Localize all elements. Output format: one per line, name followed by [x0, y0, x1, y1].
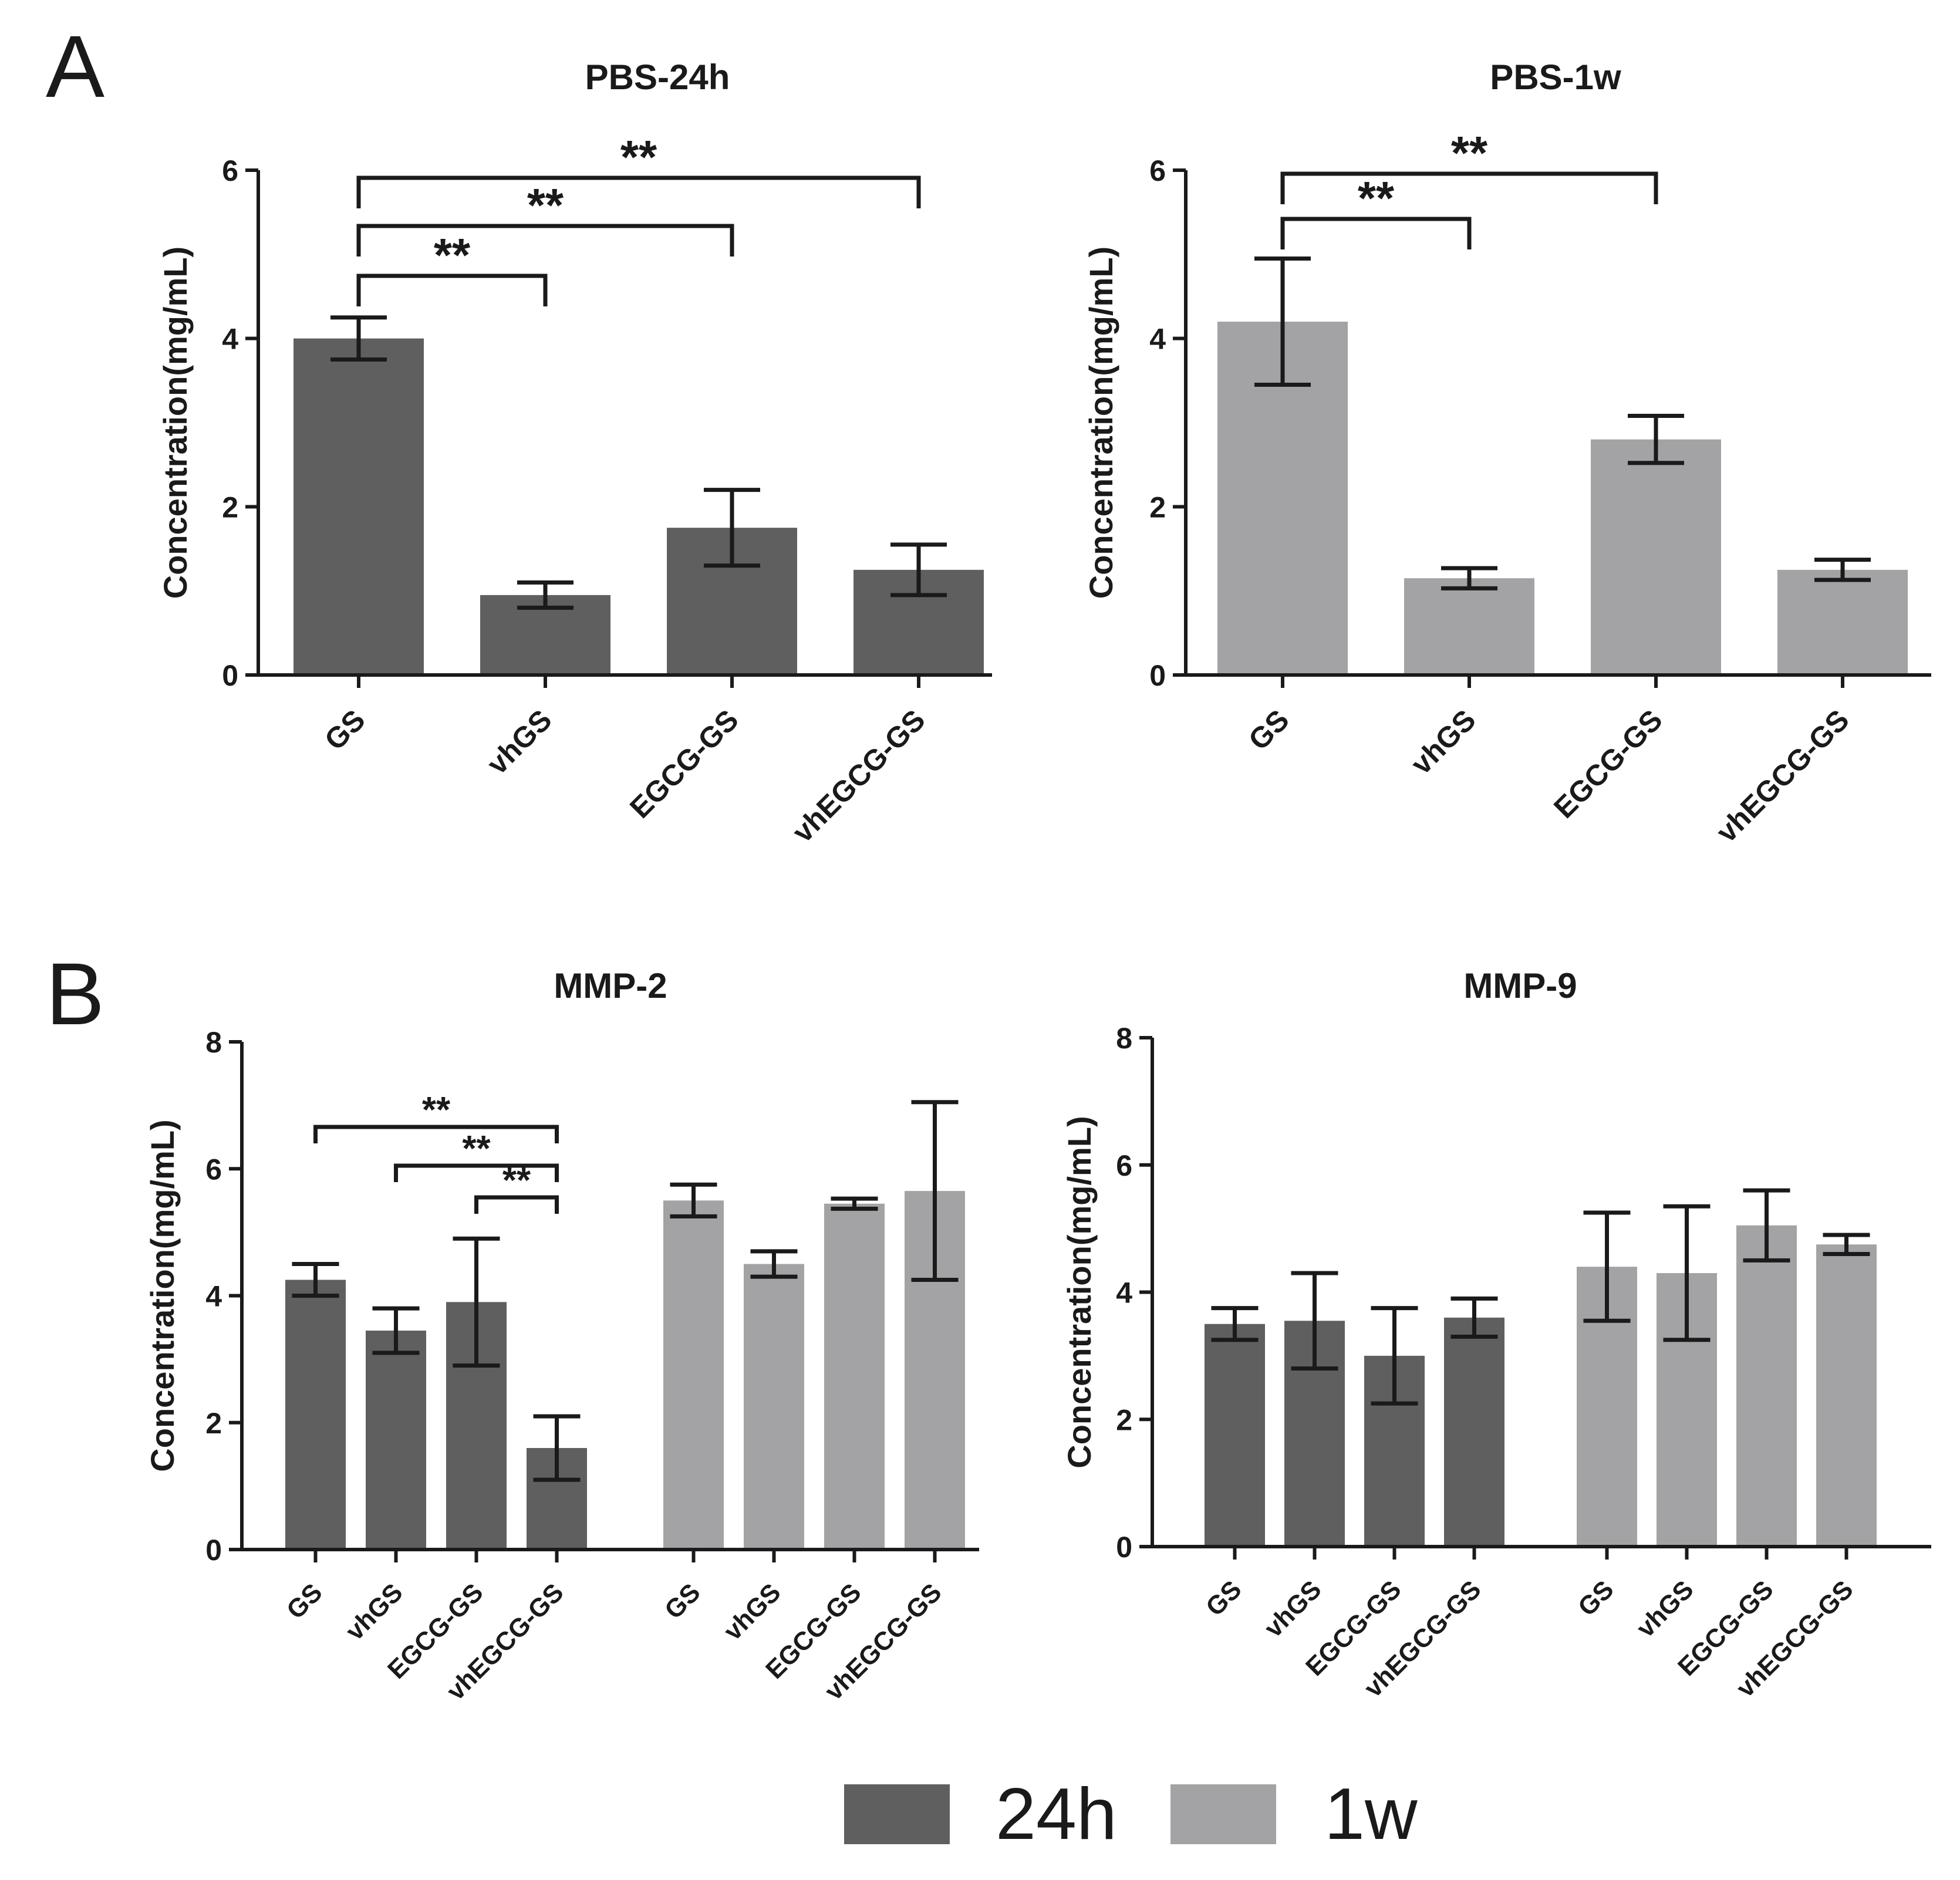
bar-1w-egcg-gs [1591, 439, 1721, 673]
x-tick-label: GS [659, 1578, 706, 1625]
x-tick-label: vhGS [340, 1578, 409, 1646]
x-tick-label: vhGS [1631, 1575, 1699, 1643]
significance-line [474, 1195, 559, 1214]
y-axis-label: Concentration(mg/mL) [1061, 1116, 1098, 1468]
bar-24h-vhgs [366, 1330, 426, 1548]
bar-24h-gs [1205, 1324, 1265, 1545]
significance-line [1280, 171, 1658, 204]
bar-24h-gs [285, 1280, 346, 1548]
y-tick-label: 2 [205, 1407, 222, 1440]
legend: 24h 1w [844, 1774, 1418, 1855]
significance-line [356, 224, 734, 256]
y-axis-label: Concentration(mg/mL) [157, 247, 194, 599]
y-tick-label: 2 [1149, 491, 1166, 524]
bar-1w-egcg-gs [1736, 1225, 1797, 1545]
bar-1w-vhgs [1404, 578, 1534, 673]
y-tick-label: 2 [222, 491, 238, 524]
x-tick-label: GS [281, 1578, 328, 1625]
significance-bracket: ** [356, 131, 921, 208]
x-tick-label: vhGS [1259, 1575, 1327, 1643]
x-tick-label: vhGS [481, 703, 558, 781]
significance-line [356, 274, 548, 306]
y-tick-label: 2 [1116, 1403, 1132, 1436]
legend-label-1w: 1w [1324, 1774, 1418, 1855]
x-tick-label: vhEGCG-GS [786, 703, 932, 849]
y-tick-label: 6 [205, 1153, 222, 1186]
chart-pbs1w: PBS-1w Concentration(mg/mL) 0 2 4 6 GS vhGS EGCG… [1082, 58, 1931, 849]
y-tick-label: 0 [1149, 659, 1166, 692]
bar-24h-vhegcg-gs [1444, 1317, 1504, 1545]
y-axis-label: Concentration(mg/mL) [1082, 247, 1119, 599]
significance-label: ** [434, 229, 471, 281]
significance-bracket: ** [474, 1160, 559, 1214]
y-tick-label: 8 [1116, 1022, 1132, 1055]
x-tick-label: vhGS [718, 1578, 787, 1646]
significance-label: ** [620, 131, 657, 183]
bar-24h-gs [294, 338, 424, 673]
bar-1w-vhegcg-gs [1777, 569, 1908, 673]
significance-line [1280, 217, 1472, 249]
x-tick-label: GS [1200, 1575, 1247, 1622]
significance-label: ** [422, 1090, 451, 1130]
significance-line [356, 175, 921, 208]
chart-title: PBS-1w [1490, 58, 1621, 97]
chart-title: MMP-2 [554, 966, 667, 1005]
chart-pbs24h: PBS-24h Concentration(mg/mL) 0 2 4 6 GS vhGS EGC… [157, 58, 992, 849]
y-tick-label: 4 [205, 1280, 222, 1313]
panel-label-a: A [46, 17, 104, 116]
x-tick-label: EGCG-GS [623, 703, 745, 825]
bar-1w-gs [663, 1200, 724, 1548]
y-tick-label: 6 [222, 154, 238, 187]
panel-label-b: B [46, 944, 104, 1043]
y-tick-label: 6 [1149, 154, 1166, 187]
x-tick-label: EGCG-GS [1547, 703, 1669, 825]
y-tick-label: 6 [1116, 1149, 1132, 1182]
bar-1w-vhgs [744, 1264, 804, 1548]
y-tick-label: 4 [1149, 323, 1166, 356]
bar-1w-egcg-gs [824, 1203, 885, 1548]
x-tick-label: vhEGCG-GS [1710, 703, 1856, 849]
significance-bracket: ** [313, 1090, 559, 1143]
legend-swatch-24h [844, 1784, 950, 1844]
chart-title: MMP-9 [1463, 966, 1577, 1005]
chart-title: PBS-24h [585, 58, 730, 97]
significance-bracket: ** [356, 179, 734, 256]
bar-1w-vhegcg-gs [1816, 1244, 1877, 1545]
significance-bracket: ** [1280, 172, 1472, 249]
significance-bracket: ** [394, 1129, 559, 1182]
y-tick-label: 0 [205, 1534, 222, 1567]
significance-label: ** [1358, 172, 1395, 224]
legend-swatch-1w [1170, 1784, 1276, 1844]
significance-line [313, 1125, 559, 1143]
y-tick-label: 4 [222, 323, 238, 356]
x-tick-label: GS [318, 703, 372, 757]
y-tick-label: 0 [222, 659, 238, 692]
x-tick-label: GS [1573, 1575, 1620, 1622]
y-tick-label: 0 [1116, 1531, 1132, 1564]
significance-line [394, 1163, 559, 1182]
significance-label: ** [462, 1129, 491, 1169]
significance-label: ** [502, 1160, 531, 1201]
x-tick-label: GS [1242, 703, 1296, 757]
significance-bracket: ** [356, 229, 548, 306]
significance-bracket: ** [1280, 127, 1658, 204]
legend-label-24h: 24h [996, 1774, 1117, 1855]
y-axis-label: Concentration(mg/mL) [144, 1119, 181, 1471]
significance-label: ** [527, 179, 564, 231]
significance-label: ** [1451, 127, 1488, 179]
y-tick-label: 8 [205, 1026, 222, 1059]
y-tick-label: 4 [1116, 1277, 1132, 1309]
x-tick-label: vhGS [1405, 703, 1482, 781]
